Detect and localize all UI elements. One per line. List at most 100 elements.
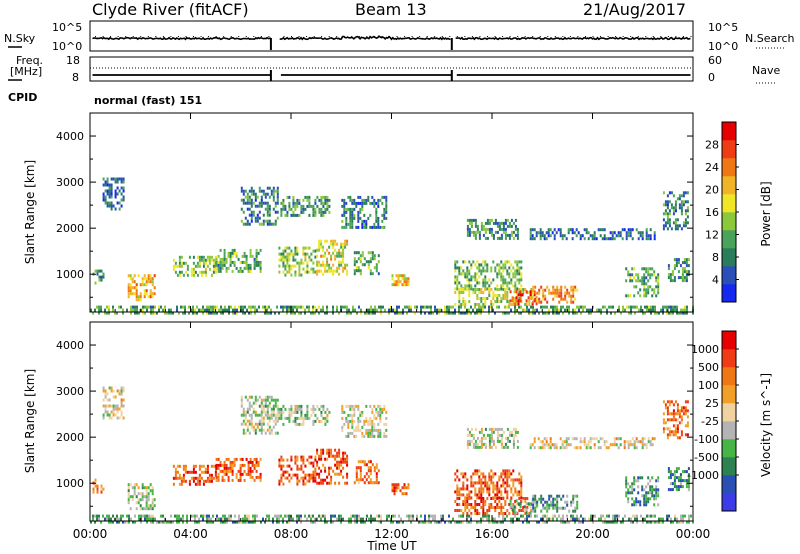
echo-cell <box>351 198 354 202</box>
echo-cell <box>474 278 477 282</box>
echo-cell <box>276 517 278 521</box>
echo-cell <box>139 498 142 502</box>
echo-cell <box>651 437 654 441</box>
echo-cell <box>302 261 305 265</box>
echo-cell <box>474 509 477 512</box>
echo-cell <box>680 520 682 524</box>
echo-cell <box>359 254 362 258</box>
echo-cell <box>377 260 380 264</box>
echo-cell <box>546 520 548 524</box>
echo-cell <box>454 311 456 315</box>
echo-cell <box>536 503 539 507</box>
echo-cell <box>334 257 337 261</box>
echo-cell <box>397 486 400 490</box>
echo-cell <box>466 224 469 228</box>
echo-cell <box>666 311 668 315</box>
echo-cell <box>684 218 687 222</box>
echo-cell <box>314 479 317 483</box>
echo-cell <box>474 233 477 237</box>
noise-search-dot <box>366 36 368 37</box>
echo-cell <box>316 272 319 276</box>
echo-cell <box>241 463 244 467</box>
echo-cell <box>302 249 305 253</box>
echo-cell <box>208 514 210 518</box>
echo-cell <box>223 251 226 255</box>
echo-cell <box>658 311 660 315</box>
echo-cell <box>606 520 608 524</box>
echo-cell <box>116 407 119 411</box>
echo-cell <box>136 308 138 312</box>
echo-cell <box>506 490 509 494</box>
echo-cell <box>593 446 596 450</box>
echo-cell <box>102 514 104 518</box>
echo-cell <box>114 207 117 211</box>
echo-cell <box>532 509 535 513</box>
echo-cell <box>284 407 287 411</box>
echo-cell <box>343 210 346 214</box>
echo-cell <box>359 478 362 482</box>
echo-cell <box>675 488 678 492</box>
echo-cell <box>556 311 558 315</box>
echo-cell <box>229 251 232 255</box>
echo-cell <box>394 514 396 518</box>
noise-search-dot <box>554 36 556 37</box>
echo-cell <box>564 285 567 289</box>
echo-cell <box>373 481 376 485</box>
echo-cell <box>178 255 181 259</box>
echo-cell <box>645 500 648 504</box>
echo-cell <box>262 222 265 226</box>
echo-cell <box>686 221 689 225</box>
echo-cell <box>274 201 277 205</box>
echo-cell <box>683 279 686 283</box>
echo-cell <box>340 472 343 476</box>
echo-cell <box>178 517 180 521</box>
echo-cell <box>302 482 305 486</box>
echo-cell <box>391 274 394 278</box>
echo-cell <box>357 195 360 199</box>
echo-cell <box>386 514 388 518</box>
echo-cell <box>215 457 218 461</box>
echo-cell <box>138 517 140 521</box>
echo-cell <box>502 497 505 500</box>
echo-cell <box>288 419 291 423</box>
echo-cell <box>606 514 608 518</box>
echo-cell <box>430 305 432 309</box>
echo-cell <box>684 200 687 204</box>
echo-cell <box>510 278 513 282</box>
echo-cell <box>139 283 142 287</box>
echo-cell <box>346 463 349 467</box>
x-tick-label: 12:00 <box>374 527 409 541</box>
echo-cell <box>363 219 366 223</box>
echo-cell <box>492 236 495 240</box>
echo-cell <box>653 273 656 277</box>
echo-cell <box>679 479 682 483</box>
echo-cell <box>100 308 102 312</box>
echo-cell <box>522 514 524 518</box>
echo-cell <box>172 482 175 486</box>
echo-cell <box>629 228 632 232</box>
echo-cell <box>671 482 674 486</box>
echo-cell <box>500 475 503 479</box>
echo-cell <box>544 520 546 524</box>
echo-cell <box>576 288 579 292</box>
echo-cell <box>428 517 430 521</box>
echo-cell <box>456 275 459 279</box>
echo-cell <box>629 443 632 447</box>
echo-cell <box>684 191 687 195</box>
echo-cell <box>160 305 162 309</box>
echo-cell <box>96 272 99 276</box>
echo-cell <box>478 481 481 485</box>
echo-cell <box>341 428 344 432</box>
echo-cell <box>219 248 222 252</box>
noise-search-dot <box>539 36 541 37</box>
echo-cell <box>480 221 483 225</box>
echo-cell <box>397 277 400 281</box>
echo-cell <box>458 490 461 494</box>
echo-cell <box>609 231 612 235</box>
echo-cell <box>262 189 265 193</box>
echo-cell <box>300 311 302 315</box>
echo-cell <box>243 478 246 482</box>
echo-cell <box>524 303 527 306</box>
echo-cell <box>502 311 504 315</box>
echo-cell <box>202 261 205 265</box>
